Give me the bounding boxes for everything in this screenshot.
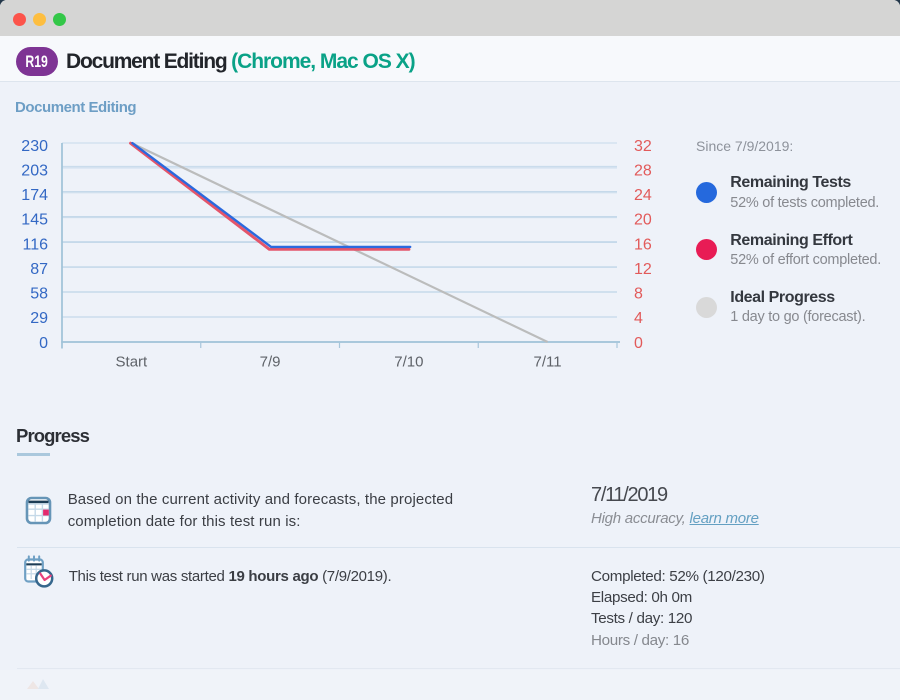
svg-text:7/9: 7/9 xyxy=(260,354,281,371)
svg-text:32: 32 xyxy=(634,138,652,155)
svg-text:87: 87 xyxy=(30,261,48,278)
svg-text:29: 29 xyxy=(30,310,48,327)
svg-text:28: 28 xyxy=(634,163,652,180)
svg-text:145: 145 xyxy=(21,212,48,229)
svg-text:16: 16 xyxy=(634,236,652,253)
svg-text:174: 174 xyxy=(21,187,48,204)
svg-text:24: 24 xyxy=(634,187,652,204)
svg-text:58: 58 xyxy=(30,286,48,303)
svg-text:7/10: 7/10 xyxy=(394,354,423,371)
svg-text:0: 0 xyxy=(39,335,48,352)
svg-text:4: 4 xyxy=(634,310,643,327)
svg-text:12: 12 xyxy=(634,261,652,278)
svg-text:116: 116 xyxy=(22,236,48,253)
svg-text:7/11: 7/11 xyxy=(534,354,562,371)
svg-text:203: 203 xyxy=(21,163,48,180)
svg-text:Start: Start xyxy=(116,354,149,371)
svg-text:20: 20 xyxy=(634,212,652,229)
svg-text:8: 8 xyxy=(634,286,643,303)
svg-text:0: 0 xyxy=(634,335,643,352)
svg-text:230: 230 xyxy=(21,138,48,155)
